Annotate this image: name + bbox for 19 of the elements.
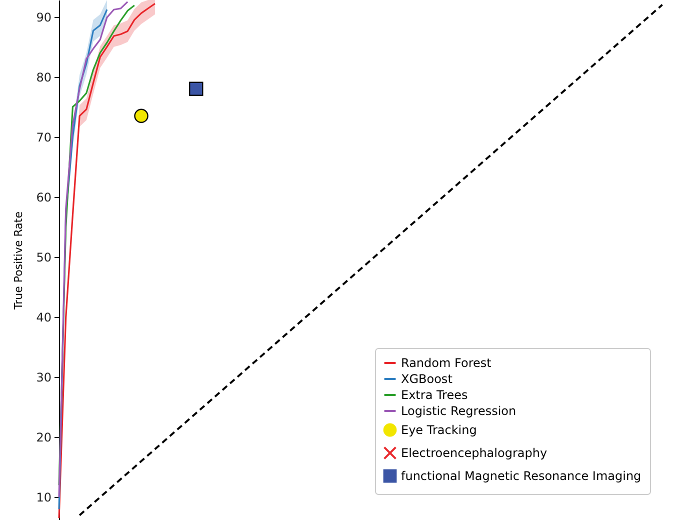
y-axis-title: True Positive Rate (12, 211, 26, 310)
legend-label: Electroencephalography (401, 446, 548, 460)
legend-label: functional Magnetic Resonance Imaging (401, 469, 642, 483)
y-tick-label: 10 (36, 490, 52, 505)
legend-label: Extra Trees (401, 388, 468, 402)
y-tick-label: 90 (36, 10, 52, 24)
y-tick-label: 50 (36, 250, 52, 264)
legend-label: Logistic Regression (401, 404, 516, 418)
legend-label: Eye Tracking (401, 423, 477, 437)
line-series (78, 4, 664, 516)
y-tick-label: 80 (36, 70, 52, 84)
legend-label: Random Forest (401, 356, 492, 370)
y-tick-label: 60 (36, 190, 52, 204)
line-series (58, 2, 156, 519)
y-tick-label: 40 (36, 310, 52, 325)
y-tick-label: 70 (36, 130, 52, 144)
y-tick-label: 20 (36, 430, 52, 445)
legend-label: XGBoost (401, 372, 453, 386)
y-tick-label: 30 (36, 370, 52, 385)
